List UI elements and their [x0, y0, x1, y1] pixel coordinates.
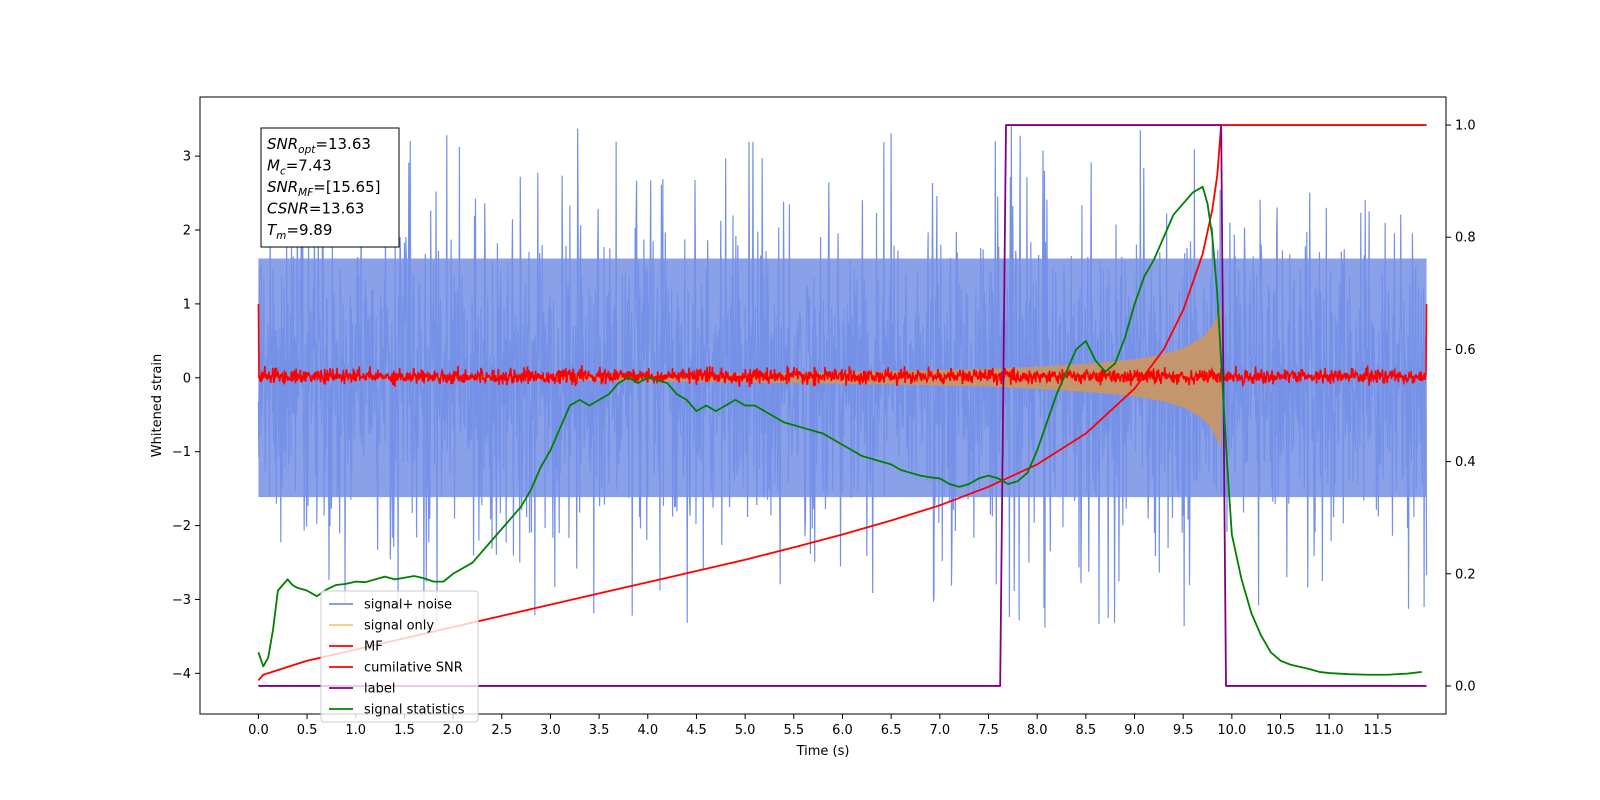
x-tick-label: 5.0: [735, 723, 756, 738]
x-tick-label: 6.5: [881, 723, 902, 738]
annotation-line: SNRMF=[15.65]: [267, 178, 381, 199]
y-tick-label: −4: [172, 667, 191, 682]
x-tick-label: 11.0: [1315, 723, 1344, 738]
x-tick-label: 10.0: [1217, 723, 1246, 738]
legend-label: signal+ noise: [364, 598, 452, 613]
x-tick-label: 3.5: [589, 723, 610, 738]
legend-entry: signal statistics: [329, 703, 465, 718]
legend-label: MF: [364, 640, 383, 655]
x-tick-label: 6.0: [832, 723, 853, 738]
x-tick-label: 3.0: [540, 723, 561, 738]
y2-tick-label: 0.4: [1455, 455, 1476, 470]
x-tick-label: 11.5: [1363, 723, 1392, 738]
y2-tick-label: 0.2: [1455, 567, 1476, 582]
legend-entry: signal only: [329, 619, 434, 634]
x-tick-label: 9.5: [1173, 723, 1194, 738]
legend-frame: [320, 590, 479, 723]
x-tick-label: 0.0: [248, 723, 269, 738]
stats-annotation-box: SNRopt=13.63Mc=7.43SNRMF=[15.65]CSNR=13.…: [260, 127, 400, 248]
x-tick-label: 10.5: [1266, 723, 1295, 738]
x-tick-label: 2.5: [491, 723, 512, 738]
annotation-line: CSNR=13.63: [267, 200, 364, 218]
y-tick-label: 2: [183, 224, 191, 239]
series-mf-line: [257, 303, 1428, 388]
annotation-line: Mc=7.43: [267, 157, 332, 178]
legend-label: label: [364, 682, 395, 697]
y2-tick-label: 0.8: [1455, 231, 1476, 246]
y2-tick-label: 1.0: [1455, 119, 1476, 134]
legend: signal+ noise signal only MF cumilative SNR…: [320, 590, 479, 723]
x-tick-label: 7.0: [929, 723, 950, 738]
y-tick-label: 1: [183, 297, 191, 312]
axes-frame: [199, 96, 1447, 715]
annotation-frame: [260, 127, 400, 248]
x-tick-label: 1.0: [345, 723, 366, 738]
x-axis-label: Time (s): [796, 744, 850, 759]
y2-tick-label: 0.6: [1455, 343, 1476, 358]
legend-entry: cumilative SNR: [329, 661, 463, 676]
legend-entry: MF: [329, 640, 383, 655]
y-tick-label: −1: [172, 445, 191, 460]
y-axis-label: Whitened strain: [150, 354, 165, 457]
legend-label: cumilative SNR: [364, 661, 463, 676]
x-tick-label: 8.5: [1075, 723, 1096, 738]
x-tick-label: 4.0: [637, 723, 658, 738]
x-tick-label: 9.0: [1124, 723, 1145, 738]
annotation-line: Tm=9.89: [267, 221, 332, 242]
legend-label: signal statistics: [364, 703, 465, 718]
annotation-line: SNRopt=13.63: [267, 135, 371, 156]
y2-tick-label: 0.0: [1455, 679, 1476, 694]
series-signal-statistics-line: [257, 185, 1422, 676]
legend-entry: signal+ noise: [329, 598, 452, 613]
series-label-line: [258, 124, 1427, 687]
x-tick-label: 7.5: [978, 723, 999, 738]
plot-area: [257, 124, 1428, 687]
x-tick-label: 1.5: [394, 723, 415, 738]
x-tick-label: 4.5: [686, 723, 707, 738]
x-tick-label: 2.0: [443, 723, 464, 738]
y-tick-label: 3: [183, 150, 191, 165]
x-tick-label: 8.0: [1027, 723, 1048, 738]
x-tick-label: 0.5: [297, 723, 318, 738]
x-tick-label: 5.5: [783, 723, 804, 738]
y-tick-label: −3: [172, 593, 191, 608]
legend-entry: label: [329, 682, 395, 697]
axes: 0.0 0.5 1.0 1.5 2.0 2.5 3.0 3.5 4.0 4.5 5.0 5.5 6.0 6…: [150, 96, 1476, 759]
y-tick-label: −2: [172, 519, 191, 534]
y-tick-label: 0: [183, 371, 191, 386]
legend-label: signal only: [364, 619, 434, 634]
